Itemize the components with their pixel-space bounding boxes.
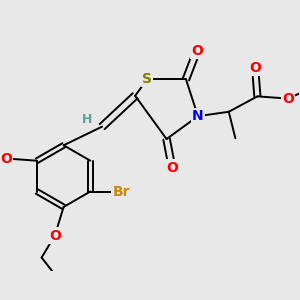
Text: O: O <box>282 92 294 106</box>
Text: O: O <box>49 229 61 242</box>
Text: N: N <box>192 109 204 123</box>
Text: O: O <box>166 160 178 175</box>
Text: Br: Br <box>112 184 130 199</box>
Text: S: S <box>142 72 152 86</box>
Text: O: O <box>0 152 12 166</box>
Text: H: H <box>82 113 92 127</box>
Text: O: O <box>191 44 203 58</box>
Text: O: O <box>249 61 261 75</box>
